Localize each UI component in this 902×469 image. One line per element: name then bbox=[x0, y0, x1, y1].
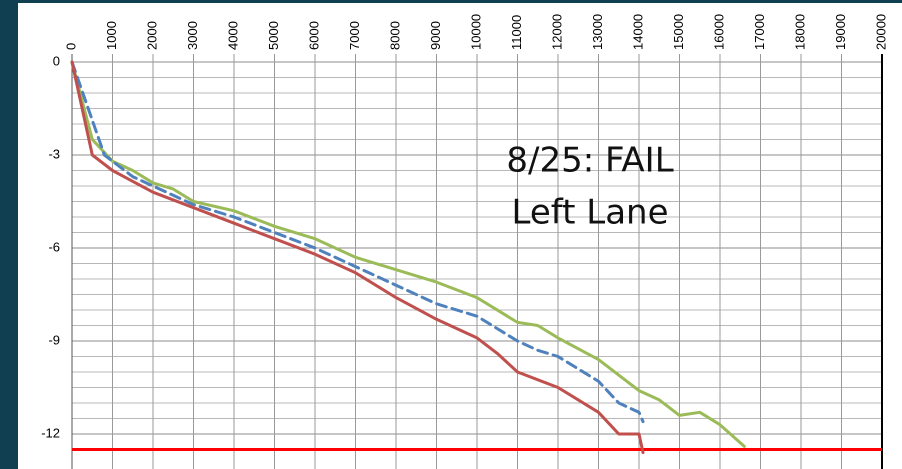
y-tick-label: -12 bbox=[41, 425, 60, 440]
x-tick-label: 14000 bbox=[630, 14, 645, 50]
x-tick-label: 15000 bbox=[671, 14, 686, 50]
x-tick-label: 19000 bbox=[833, 14, 848, 50]
frame-left bbox=[0, 0, 18, 469]
series-line bbox=[70, 60, 746, 448]
x-tick-label: 1000 bbox=[104, 21, 119, 50]
x-tick-label: 4000 bbox=[225, 21, 240, 50]
annotation: Left Lane bbox=[511, 193, 668, 233]
y-tick-label: 0 bbox=[53, 53, 60, 68]
x-tick-label: 5000 bbox=[266, 21, 281, 50]
labels: 0 -3 -6 -9 -12 0 1000 2000 3000 4000 5000 6000 7000 8… bbox=[41, 14, 888, 441]
y-tick-label: -9 bbox=[48, 332, 60, 347]
x-tick-label: 13000 bbox=[590, 14, 605, 50]
series-line bbox=[70, 60, 645, 455]
x-tick-label: 8000 bbox=[387, 21, 402, 50]
x-tick-label: 7000 bbox=[347, 21, 362, 50]
x-tick-label: 9000 bbox=[428, 21, 443, 50]
frame-top bbox=[0, 0, 902, 3]
x-tick-label: 2000 bbox=[144, 21, 159, 50]
x-tick-label: 12000 bbox=[549, 14, 564, 50]
y-tick-label: -6 bbox=[48, 239, 60, 254]
x-tick-label: 10000 bbox=[468, 14, 483, 50]
x-tick-label: 17000 bbox=[752, 14, 767, 50]
series-line bbox=[70, 60, 645, 424]
x-tick-label: 20000 bbox=[873, 14, 888, 50]
x-tick-label: 3000 bbox=[185, 21, 200, 50]
series-lines bbox=[70, 60, 882, 455]
x-tick-label: 16000 bbox=[711, 14, 726, 50]
x-tick-label: 6000 bbox=[306, 21, 321, 50]
annotation: 8/25: FAIL bbox=[506, 141, 673, 181]
x-tick-label: 11000 bbox=[509, 15, 524, 50]
y-tick-label: -3 bbox=[48, 146, 60, 161]
x-tick-label: 18000 bbox=[792, 14, 807, 50]
grid bbox=[71, 54, 883, 469]
x-tick-label: 0 bbox=[63, 43, 78, 50]
